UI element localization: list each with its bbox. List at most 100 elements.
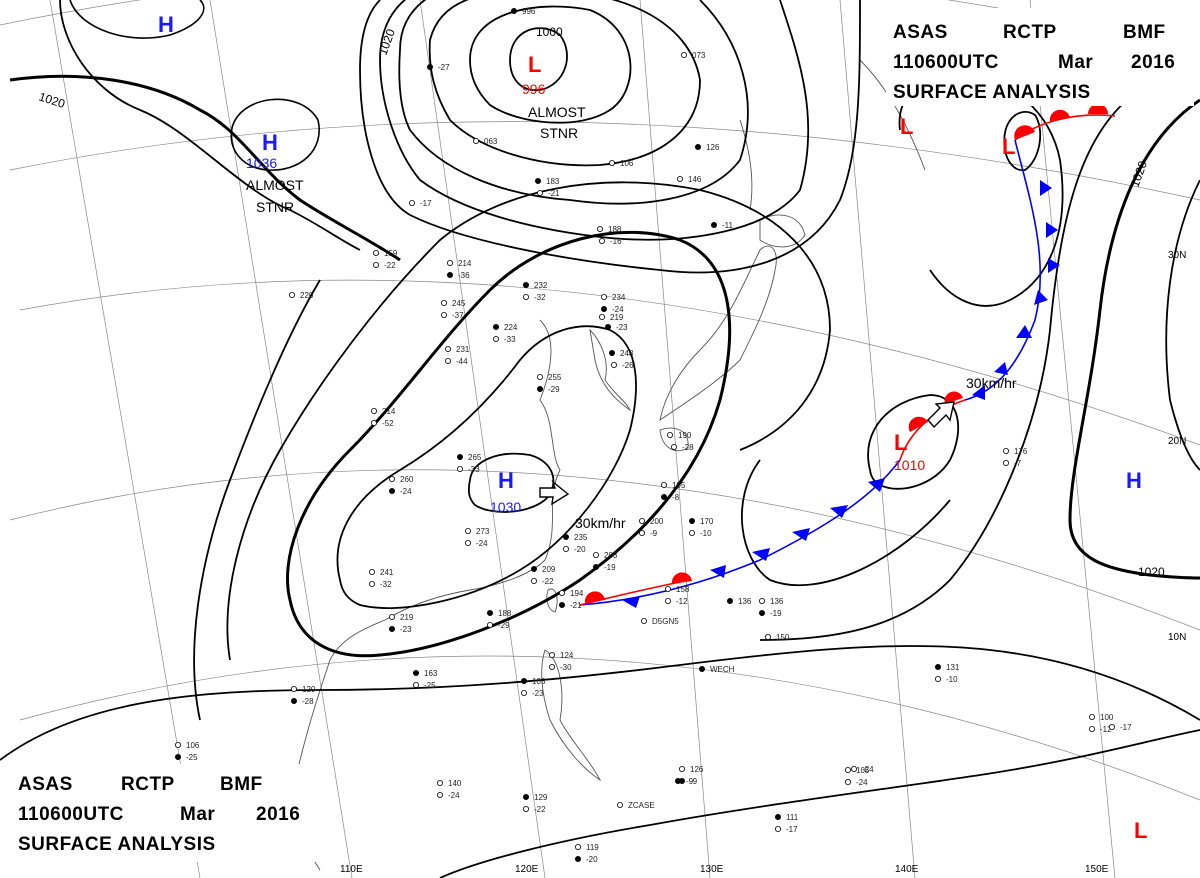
station-marker <box>563 546 570 553</box>
meridian-140e <box>839 0 916 878</box>
station-value: -22 <box>534 805 546 814</box>
station-value: 260 <box>400 475 414 484</box>
station-value: -25 <box>424 681 436 690</box>
isobar-low-1000 <box>469 5 632 124</box>
station-marker <box>593 552 600 559</box>
station-value: 194 <box>570 589 584 598</box>
station-marker <box>593 564 600 571</box>
cold-front-triangle <box>830 505 848 518</box>
station-value: 220 <box>300 291 314 300</box>
station-marker <box>486 622 493 629</box>
station-value: 200 <box>650 517 664 526</box>
station-value: 170 <box>700 517 714 526</box>
station-value: 265 <box>468 453 482 462</box>
station-value: 219 <box>400 613 414 622</box>
station-marker <box>575 856 582 863</box>
station-value: -28 <box>302 697 314 706</box>
station-marker <box>611 361 618 368</box>
station-value: -24 <box>862 765 874 774</box>
header-top-time: 110600UTC <box>893 52 999 73</box>
motion-speed-china: 30km/hr <box>575 515 626 531</box>
station-value: -29 <box>548 385 560 394</box>
isobar-low-inner <box>509 27 568 91</box>
station-marker <box>775 826 782 833</box>
station-value: 119 <box>586 843 599 852</box>
station-value: -17 <box>1120 723 1132 732</box>
cold-front-triangle <box>792 528 810 541</box>
station-value: -23 <box>616 323 628 332</box>
station-marker <box>665 598 672 605</box>
meridian-150e <box>1029 0 1116 878</box>
station-value: 214 <box>458 259 472 268</box>
station-value: 183 <box>546 177 560 186</box>
station-value: 073 <box>692 51 706 60</box>
high-center-mongolia: H <box>262 130 278 155</box>
header-top-product: ASAS <box>893 22 948 43</box>
warm-front-semicircle <box>944 391 963 404</box>
latitude-label-10n: 10N <box>1168 632 1186 643</box>
station-value: 188 <box>608 225 622 234</box>
station-marker <box>1089 714 1096 721</box>
station-value: 219 <box>610 313 624 322</box>
station-marker <box>174 754 181 761</box>
station-marker <box>775 814 782 821</box>
isobar-south-1012 <box>0 645 1200 761</box>
kyushu <box>659 427 689 452</box>
station-marker <box>559 590 566 597</box>
station-value: -36 <box>458 271 470 280</box>
latitude-line-0 <box>19 655 1200 801</box>
station-marker <box>549 664 556 671</box>
station-marker <box>935 676 942 683</box>
station-marker <box>599 237 606 244</box>
station-marker <box>639 530 646 537</box>
station-marker <box>510 7 517 14</box>
station-value: 209 <box>542 565 556 574</box>
station-value: 126 <box>706 143 720 152</box>
warm-front-semicircle <box>908 416 928 432</box>
station-value: 120 <box>302 685 316 694</box>
station-value: 248 <box>620 349 634 358</box>
station-marker <box>368 581 375 588</box>
station-marker <box>559 602 566 609</box>
isobar-china-1028 <box>336 325 637 609</box>
station-marker <box>388 487 395 494</box>
header-bottom-title: SURFACE ANALYSIS <box>18 834 216 855</box>
station-marker <box>671 443 678 450</box>
station-value: -7 <box>1014 459 1022 468</box>
longitude-label-120e: 120E <box>515 864 539 875</box>
station-value: -23 <box>532 689 544 698</box>
station-value: -19 <box>770 609 782 618</box>
cold-front-upper <box>964 139 1042 401</box>
motion-arrow-frontal-low <box>927 401 955 429</box>
station-value: 158 <box>676 585 690 594</box>
cold-front-triangle <box>752 548 770 561</box>
high-center-north: H <box>158 12 174 37</box>
station-value: 146 <box>688 175 702 184</box>
almost-stnr-note-1-line1: ALMOST <box>528 104 586 120</box>
station-value: -30 <box>560 663 572 672</box>
station-marker <box>440 299 447 306</box>
station-marker <box>759 598 766 605</box>
high-center-china-value: 1030 <box>490 499 521 515</box>
station-value: -24 <box>448 791 460 800</box>
station-marker <box>464 540 471 547</box>
high-center-pacific: H <box>1126 468 1142 493</box>
station-value: -9 <box>690 777 698 786</box>
header-bottom-month: Mar <box>180 804 215 825</box>
isobar-kamchatka-inner <box>1003 111 1042 172</box>
isobar-low-1012 <box>379 0 810 241</box>
station-value: 231 <box>456 345 470 354</box>
station-value: 232 <box>534 281 548 290</box>
station-marker <box>665 586 672 593</box>
station-value: 105 <box>856 766 870 775</box>
station-value: 163 <box>424 669 438 678</box>
station-marker <box>699 666 706 673</box>
movement-notes: ALMOST STNR ALMOST STNR 30km/hr 30km/hr <box>246 104 1017 531</box>
china-coast <box>329 319 561 661</box>
cold-front-triangle <box>868 478 885 492</box>
station-marker <box>563 534 570 541</box>
station-value: D5GN5 <box>652 617 679 626</box>
station-marker <box>759 610 766 617</box>
header-top-title: SURFACE ANALYSIS <box>893 82 1091 103</box>
station-value: -32 <box>534 293 546 302</box>
